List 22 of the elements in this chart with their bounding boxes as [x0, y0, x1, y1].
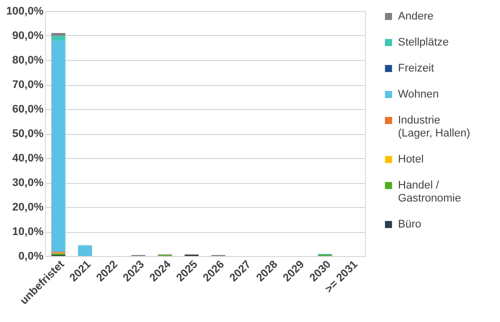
y-tick-label: 70,0% — [12, 79, 44, 91]
y-tick-label: 0,0% — [18, 250, 44, 262]
legend-label: Industrie (Lager, Hallen) — [398, 114, 470, 140]
legend-label: Wohnen — [398, 88, 439, 100]
y-tick-label: 20,0% — [12, 202, 44, 214]
y-tick-label: 80,0% — [12, 54, 44, 66]
bar — [78, 246, 92, 256]
legend-label: Andere — [398, 10, 434, 22]
y-tick-label: 30,0% — [12, 177, 44, 189]
y-tick-label: 50,0% — [12, 128, 44, 140]
legend-label: Hotel — [398, 154, 424, 166]
legend-label: Freizeit — [398, 62, 434, 74]
y-tick-label: 60,0% — [12, 104, 44, 116]
bar — [51, 40, 66, 252]
y-tick-label: 100,0% — [6, 6, 44, 18]
y-tick-label: 40,0% — [12, 152, 44, 164]
bar — [51, 36, 66, 40]
y-tick-label: 10,0% — [12, 226, 44, 238]
legend-label: Handel / Gastronomie — [398, 180, 461, 204]
legend-label: Büro — [398, 218, 422, 230]
y-tick-label: 90,0% — [12, 30, 44, 42]
legend-label: Stellplätze — [398, 36, 449, 48]
